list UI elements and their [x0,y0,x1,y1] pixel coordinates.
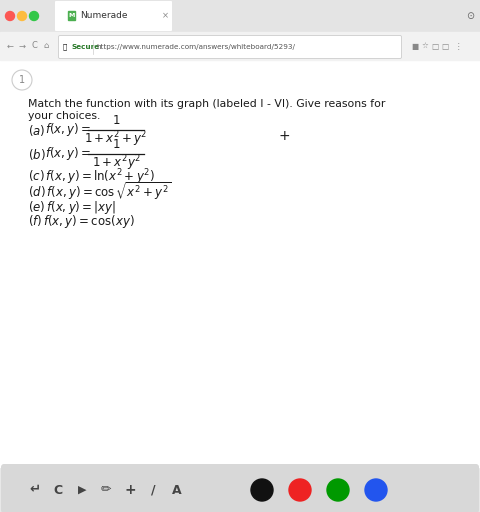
Bar [0,60,480,467]
FancyBboxPatch shape [1,464,479,512]
Text: /: / [151,483,156,497]
Text: $(f)\,f(x, y) = \cos(xy)$: $(f)\,f(x, y) = \cos(xy)$ [28,214,135,230]
Text: ✏: ✏ [101,483,111,497]
Text: $f(x, y) =$: $f(x, y) =$ [45,145,91,162]
Text: https://www.numerade.com/answers/whiteboard/5293/: https://www.numerade.com/answers/whitebo… [96,44,295,50]
Circle shape [251,479,273,501]
Text: $1$: $1$ [112,115,120,127]
Text: your choices.: your choices. [28,111,100,121]
Text: A: A [172,483,182,497]
Text: ⌂: ⌂ [43,41,48,51]
FancyBboxPatch shape [55,1,172,31]
Text: □: □ [442,41,449,51]
Text: ⊙: ⊙ [466,11,474,21]
Circle shape [5,11,14,20]
Text: ■: ■ [411,41,419,51]
Text: M: M [68,13,75,18]
Text: 🔒: 🔒 [63,44,67,50]
Text: +: + [278,129,290,143]
Text: $(a)$: $(a)$ [28,122,46,138]
Text: →: → [19,41,25,51]
Text: 1: 1 [19,75,25,85]
Text: $(d)\,f(x, y) = \cos\sqrt{x^2 + y^2}$: $(d)\,f(x, y) = \cos\sqrt{x^2 + y^2}$ [28,181,171,203]
Text: ⋮: ⋮ [454,41,462,51]
Text: ←: ← [7,41,13,51]
Text: Match the function with its graph (labeled I - VI). Give reasons for: Match the function with its graph (label… [28,99,385,109]
Text: $1 + x^2 + y^2$: $1 + x^2 + y^2$ [84,129,148,149]
Text: $(b)$: $(b)$ [28,146,46,161]
Text: $(e)\,f(x, y) = |xy|$: $(e)\,f(x, y) = |xy|$ [28,199,116,216]
Text: $f(x, y) =$: $f(x, y) =$ [45,121,91,139]
Text: Numerade: Numerade [80,11,128,20]
Circle shape [17,11,26,20]
Circle shape [29,11,38,20]
Text: +: + [124,483,136,497]
Bar [68,11,75,20]
Text: $1$: $1$ [112,139,120,152]
Circle shape [327,479,349,501]
Text: C: C [31,41,37,51]
Text: ×: × [161,11,168,20]
Circle shape [289,479,311,501]
Text: C: C [53,483,62,497]
Circle shape [365,479,387,501]
FancyBboxPatch shape [59,35,401,58]
Text: □: □ [432,41,439,51]
Text: $(c)\,f(x, y) = \ln(x^2 + y^2)$: $(c)\,f(x, y) = \ln(x^2 + y^2)$ [28,167,155,187]
Text: ↵: ↵ [29,483,41,497]
Text: ☆: ☆ [421,41,429,51]
Bar [0,0,480,32]
Text: Secure: Secure [72,44,100,50]
Bar [0,32,480,60]
Text: $1 + x^2y^2$: $1 + x^2y^2$ [92,153,141,173]
Circle shape [12,70,32,90]
Text: ▶: ▶ [78,485,86,495]
